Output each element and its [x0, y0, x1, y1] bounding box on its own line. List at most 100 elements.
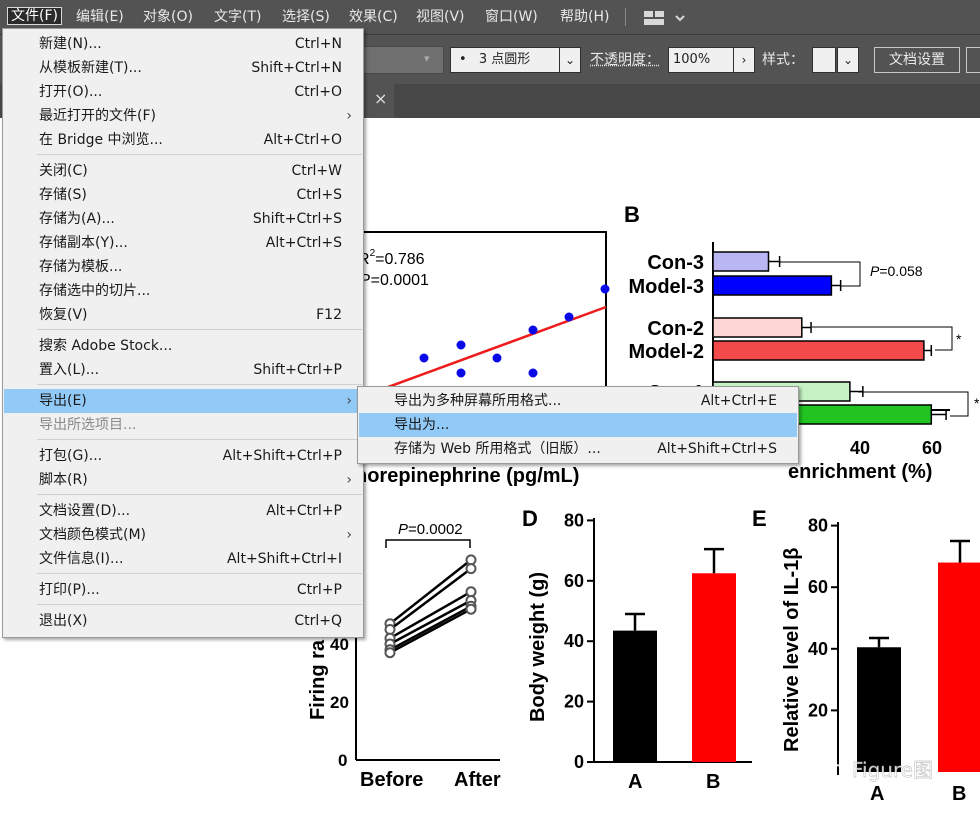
style-label: 样式：: [762, 52, 804, 68]
file-menu-save-as[interactable]: 存储为(A)... Shift+Ctrl+S: [39, 211, 342, 227]
file-menu-scripts[interactable]: 脚本(R) ›: [4, 468, 362, 492]
preferences-button[interactable]: [966, 47, 980, 73]
file-menu-search-adobe-stock[interactable]: 搜索 Adobe Stock...: [39, 338, 173, 354]
panel-c-ytick-20: 20: [330, 693, 349, 712]
panel-a-p: P=0.0001: [360, 272, 429, 289]
panel-c-pair-line: [389, 567, 472, 631]
document-setup-button[interactable]: 文档设置: [874, 47, 960, 73]
panel-c-after-point: [465, 603, 477, 615]
panel-d-xtick-b: B: [706, 771, 720, 793]
panel-a-xlabel: norepinephrine (pg/mL): [355, 465, 579, 487]
file-menu-new-from-template[interactable]: 从模板新建(T)... Shift+Ctrl+N: [39, 60, 342, 76]
panel-b-bar: [712, 340, 925, 361]
opacity-arrow[interactable]: ›: [733, 47, 755, 73]
y-tick-label: 80: [808, 516, 828, 536]
panel-c-pair-line: [389, 590, 472, 640]
file-menu-close[interactable]: 关闭(C) Ctrl+W: [39, 163, 342, 179]
file-menu-package[interactable]: 打包(G)... Alt+Shift+Ctrl+P: [39, 448, 342, 464]
file-menu-open-recent[interactable]: 最近打开的文件(F) ›: [4, 104, 362, 128]
panel-b-label: B: [624, 202, 640, 227]
style-swatch[interactable]: [812, 47, 836, 73]
menu-separator: [37, 384, 362, 385]
file-menu-file-info[interactable]: 文件信息(I)... Alt+Shift+Ctrl+I: [39, 551, 342, 567]
panel-a-points: [385, 284, 610, 397]
opacity-input[interactable]: 100%: [668, 47, 736, 73]
panel-a-point: [564, 312, 574, 322]
panel-c-pair-line: [389, 605, 472, 651]
panel-b-p-label: P=0.058: [870, 263, 923, 279]
menu-file[interactable]: 文件(F): [7, 7, 62, 25]
file-menu-revert[interactable]: 恢复(V) F12: [39, 307, 342, 323]
panel-c-ylabel: Firing ra: [307, 639, 329, 720]
panel-b-bracket-2: [812, 326, 953, 351]
file-menu-new[interactable]: 新建(N)... Ctrl+N: [39, 36, 342, 52]
menu-view[interactable]: 视图(V): [416, 9, 465, 25]
opacity-label: 不透明度：: [590, 52, 660, 68]
file-menu-export-selection[interactable]: 导出所选项目...: [39, 417, 137, 433]
panel-c-pair-line: [389, 558, 472, 625]
tab-close-icon[interactable]: ×: [374, 89, 388, 108]
panel-b-star-1: *: [956, 331, 962, 347]
file-menu-exit[interactable]: 退出(X) Ctrl+Q: [39, 613, 342, 629]
menu-effect[interactable]: 效果(C): [349, 9, 398, 25]
file-menu-save-as-template[interactable]: 存储为模板...: [39, 259, 123, 275]
file-menu-document-color-mode[interactable]: 文档颜色模式(M) ›: [4, 523, 362, 547]
file-menu-save-selected-slices[interactable]: 存储选中的切片...: [39, 283, 151, 299]
submenu-arrow-icon: ›: [346, 472, 352, 488]
panel-a-point: [492, 353, 502, 363]
file-menu-export[interactable]: 导出(E) ›: [4, 389, 362, 413]
menu-type[interactable]: 文字(T): [214, 9, 262, 25]
file-menu-print[interactable]: 打印(P)... Ctrl+P: [39, 582, 342, 598]
panel-c-p-label: P=0.0002: [398, 521, 463, 538]
file-menu-document-setup[interactable]: 文档设置(D)... Alt+Ctrl+P: [39, 503, 342, 519]
workspace-grid-icon: [644, 11, 685, 25]
style-dropdown-arrow[interactable]: ⌄: [837, 47, 859, 73]
export-as[interactable]: 导出为...: [359, 413, 797, 437]
y-tick-label: 60: [564, 571, 584, 591]
bar: [613, 630, 657, 762]
brush-dropdown-arrow[interactable]: ⌄: [559, 47, 581, 73]
panel-d-xtick-a: A: [628, 771, 642, 793]
brush-dropdown[interactable]: • 3 点圆形: [450, 47, 564, 73]
menu-object[interactable]: 对象(O): [143, 9, 193, 25]
panel-e-xtick-a: A: [870, 783, 884, 805]
y-tick-label: 80: [564, 510, 584, 530]
watermark-text: Figure图: [852, 758, 933, 782]
save-for-web-legacy[interactable]: 存储为 Web 所用格式（旧版）... Alt+Shift+Ctrl+S: [394, 441, 777, 457]
export-submenu: 导出为多种屏幕所用格式... Alt+Ctrl+E 导出为... 存储为 Web …: [357, 386, 799, 464]
menu-separator: [37, 604, 362, 605]
panel-b-category-label: Model-2: [628, 341, 704, 363]
y-tick-label: 0: [574, 752, 584, 772]
menu-help[interactable]: 帮助(H): [560, 9, 610, 25]
file-menu-place[interactable]: 置入(L)... Shift+Ctrl+P: [39, 362, 342, 378]
panel-c-before-point: [384, 624, 396, 635]
stroke-swatch[interactable]: [362, 46, 444, 74]
panel-a-point: [528, 368, 538, 378]
panel-b-tick-40: 40: [850, 438, 870, 458]
panel-d-ticks: 80 60 40 20 0: [564, 510, 594, 772]
file-menu-open[interactable]: 打开(O)... Ctrl+O: [39, 84, 342, 100]
panel-b-bracket-3: [780, 261, 861, 287]
bar: [692, 573, 736, 762]
panel-b-bar: [712, 275, 833, 296]
menu-window[interactable]: 窗口(W): [485, 9, 538, 25]
file-menu-save-copy[interactable]: 存储副本(Y)... Alt+Ctrl+S: [39, 235, 342, 251]
bar: [857, 647, 901, 772]
workspace-switcher[interactable]: [644, 10, 688, 30]
file-menu-save[interactable]: 存储(S) Ctrl+S: [39, 187, 342, 203]
panel-b-bracket-1: [858, 391, 969, 417]
bar: [938, 562, 980, 772]
file-menu-browse-in-bridge[interactable]: 在 Bridge 中浏览... Alt+Ctrl+O: [39, 132, 342, 148]
menu-edit[interactable]: 编辑(E): [76, 9, 124, 25]
menu-select[interactable]: 选择(S): [282, 9, 330, 25]
export-for-screens[interactable]: 导出为多种屏幕所用格式... Alt+Ctrl+E: [394, 393, 777, 409]
panel-d-bars: [613, 547, 736, 762]
y-tick-label: 20: [808, 700, 828, 720]
submenu-arrow-icon: ›: [346, 527, 352, 543]
y-tick-label: 40: [564, 631, 584, 651]
watermark: Figure图: [812, 756, 933, 782]
stroke-dropdown-icon[interactable]: ▾: [424, 52, 430, 65]
panel-d-label: D: [522, 506, 538, 531]
document-tab[interactable]: ×: [362, 84, 394, 118]
panel-a-point: [419, 353, 429, 363]
